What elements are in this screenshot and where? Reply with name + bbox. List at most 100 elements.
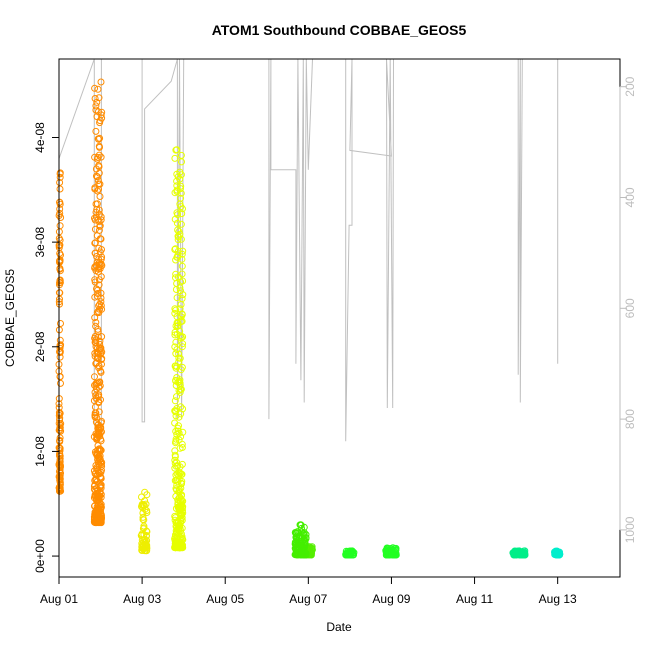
data-point: [349, 548, 357, 556]
data-point: [173, 280, 181, 287]
data-point: [293, 551, 301, 559]
data-point: [57, 214, 65, 221]
data-point: [93, 309, 101, 316]
data-point: [94, 307, 102, 315]
data-point: [342, 549, 350, 557]
data-point: [176, 388, 184, 396]
data-point: [90, 433, 98, 441]
data-point: [172, 146, 180, 154]
data-point: [95, 151, 103, 159]
data-point: [171, 456, 179, 464]
data-point: [172, 377, 180, 385]
y2-tick-label: 800: [623, 409, 637, 429]
data-point: [56, 205, 64, 213]
data-point: [173, 534, 181, 542]
data-point: [56, 447, 64, 455]
data-point: [138, 531, 146, 539]
data-point: [172, 412, 180, 420]
data-point: [56, 462, 64, 470]
data-point: [172, 286, 180, 293]
altitude-line: [59, 59, 559, 442]
data-point: [94, 173, 101, 181]
data-point: [91, 249, 99, 257]
data-point: [171, 331, 179, 339]
data-point: [174, 173, 182, 181]
data-point: [179, 291, 187, 299]
data-point: [175, 436, 183, 444]
data-point: [95, 265, 103, 273]
data-point: [174, 496, 182, 504]
data-point: [92, 102, 100, 110]
data-point: [173, 374, 181, 381]
x-tick-label: Aug 13: [539, 592, 577, 606]
data-point: [97, 302, 105, 309]
data-point: [139, 509, 147, 517]
data-point: [90, 397, 98, 405]
data-point: [95, 431, 103, 439]
data-point: [95, 518, 103, 526]
data-point: [171, 419, 179, 427]
data-point: [173, 346, 181, 353]
x-axis-label: Date: [326, 620, 352, 634]
chart-title: ATOM1 Southbound COBBAE_GEOS5: [212, 22, 467, 38]
x-tick-label: Aug 09: [372, 592, 410, 606]
data-point: [94, 517, 102, 525]
y-tick-label: 2e-08: [33, 331, 47, 362]
data-point: [179, 277, 187, 285]
data-point: [177, 403, 185, 411]
data-point: [179, 428, 187, 436]
data-point: [172, 306, 180, 314]
data-point: [92, 208, 100, 216]
data-point: [94, 177, 102, 184]
data-point: [175, 350, 183, 358]
data-point: [93, 155, 101, 163]
data-point: [171, 397, 179, 405]
scatter-points: [55, 78, 564, 559]
data-point: [92, 127, 100, 135]
data-point: [91, 293, 99, 301]
secondary-line-layer: [59, 59, 559, 442]
data-point: [174, 322, 182, 330]
data-point: [177, 301, 185, 308]
data-point: [178, 477, 186, 485]
data-point: [178, 460, 186, 468]
data-point: [517, 549, 525, 557]
data-point: [516, 548, 524, 556]
data-point: [172, 408, 180, 416]
data-point: [174, 247, 182, 255]
data-point: [172, 492, 180, 500]
data-point: [56, 478, 64, 486]
data-point: [178, 255, 186, 263]
y-tick-label: 1e-08: [33, 436, 47, 467]
data-point: [143, 491, 151, 499]
data-point: [178, 158, 185, 166]
data-point: [91, 409, 99, 417]
data-point: [171, 246, 179, 253]
data-point: [143, 507, 151, 515]
data-point: [91, 470, 99, 478]
data-point: [177, 220, 185, 228]
data-point: [91, 84, 99, 92]
data-point: [96, 337, 104, 345]
data-point: [97, 298, 105, 306]
data-point: [297, 521, 305, 529]
data-point: [56, 209, 64, 217]
data-point: [95, 428, 103, 436]
data-point: [299, 530, 307, 537]
data-point: [177, 287, 184, 295]
data-point: [172, 505, 180, 512]
data-point: [171, 328, 179, 336]
data-point: [98, 246, 105, 253]
data-point: [57, 320, 64, 327]
data-point: [96, 445, 104, 453]
data-point: [91, 184, 99, 192]
data-point: [56, 222, 64, 230]
data-point: [172, 350, 180, 358]
data-point: [173, 188, 181, 195]
data-point: [176, 305, 184, 313]
data-point: [91, 225, 99, 233]
data-point: [173, 294, 181, 302]
y-tick-label: 4e-08: [33, 122, 47, 153]
data-point: [172, 527, 180, 535]
y2-tick-label: 400: [623, 187, 637, 207]
